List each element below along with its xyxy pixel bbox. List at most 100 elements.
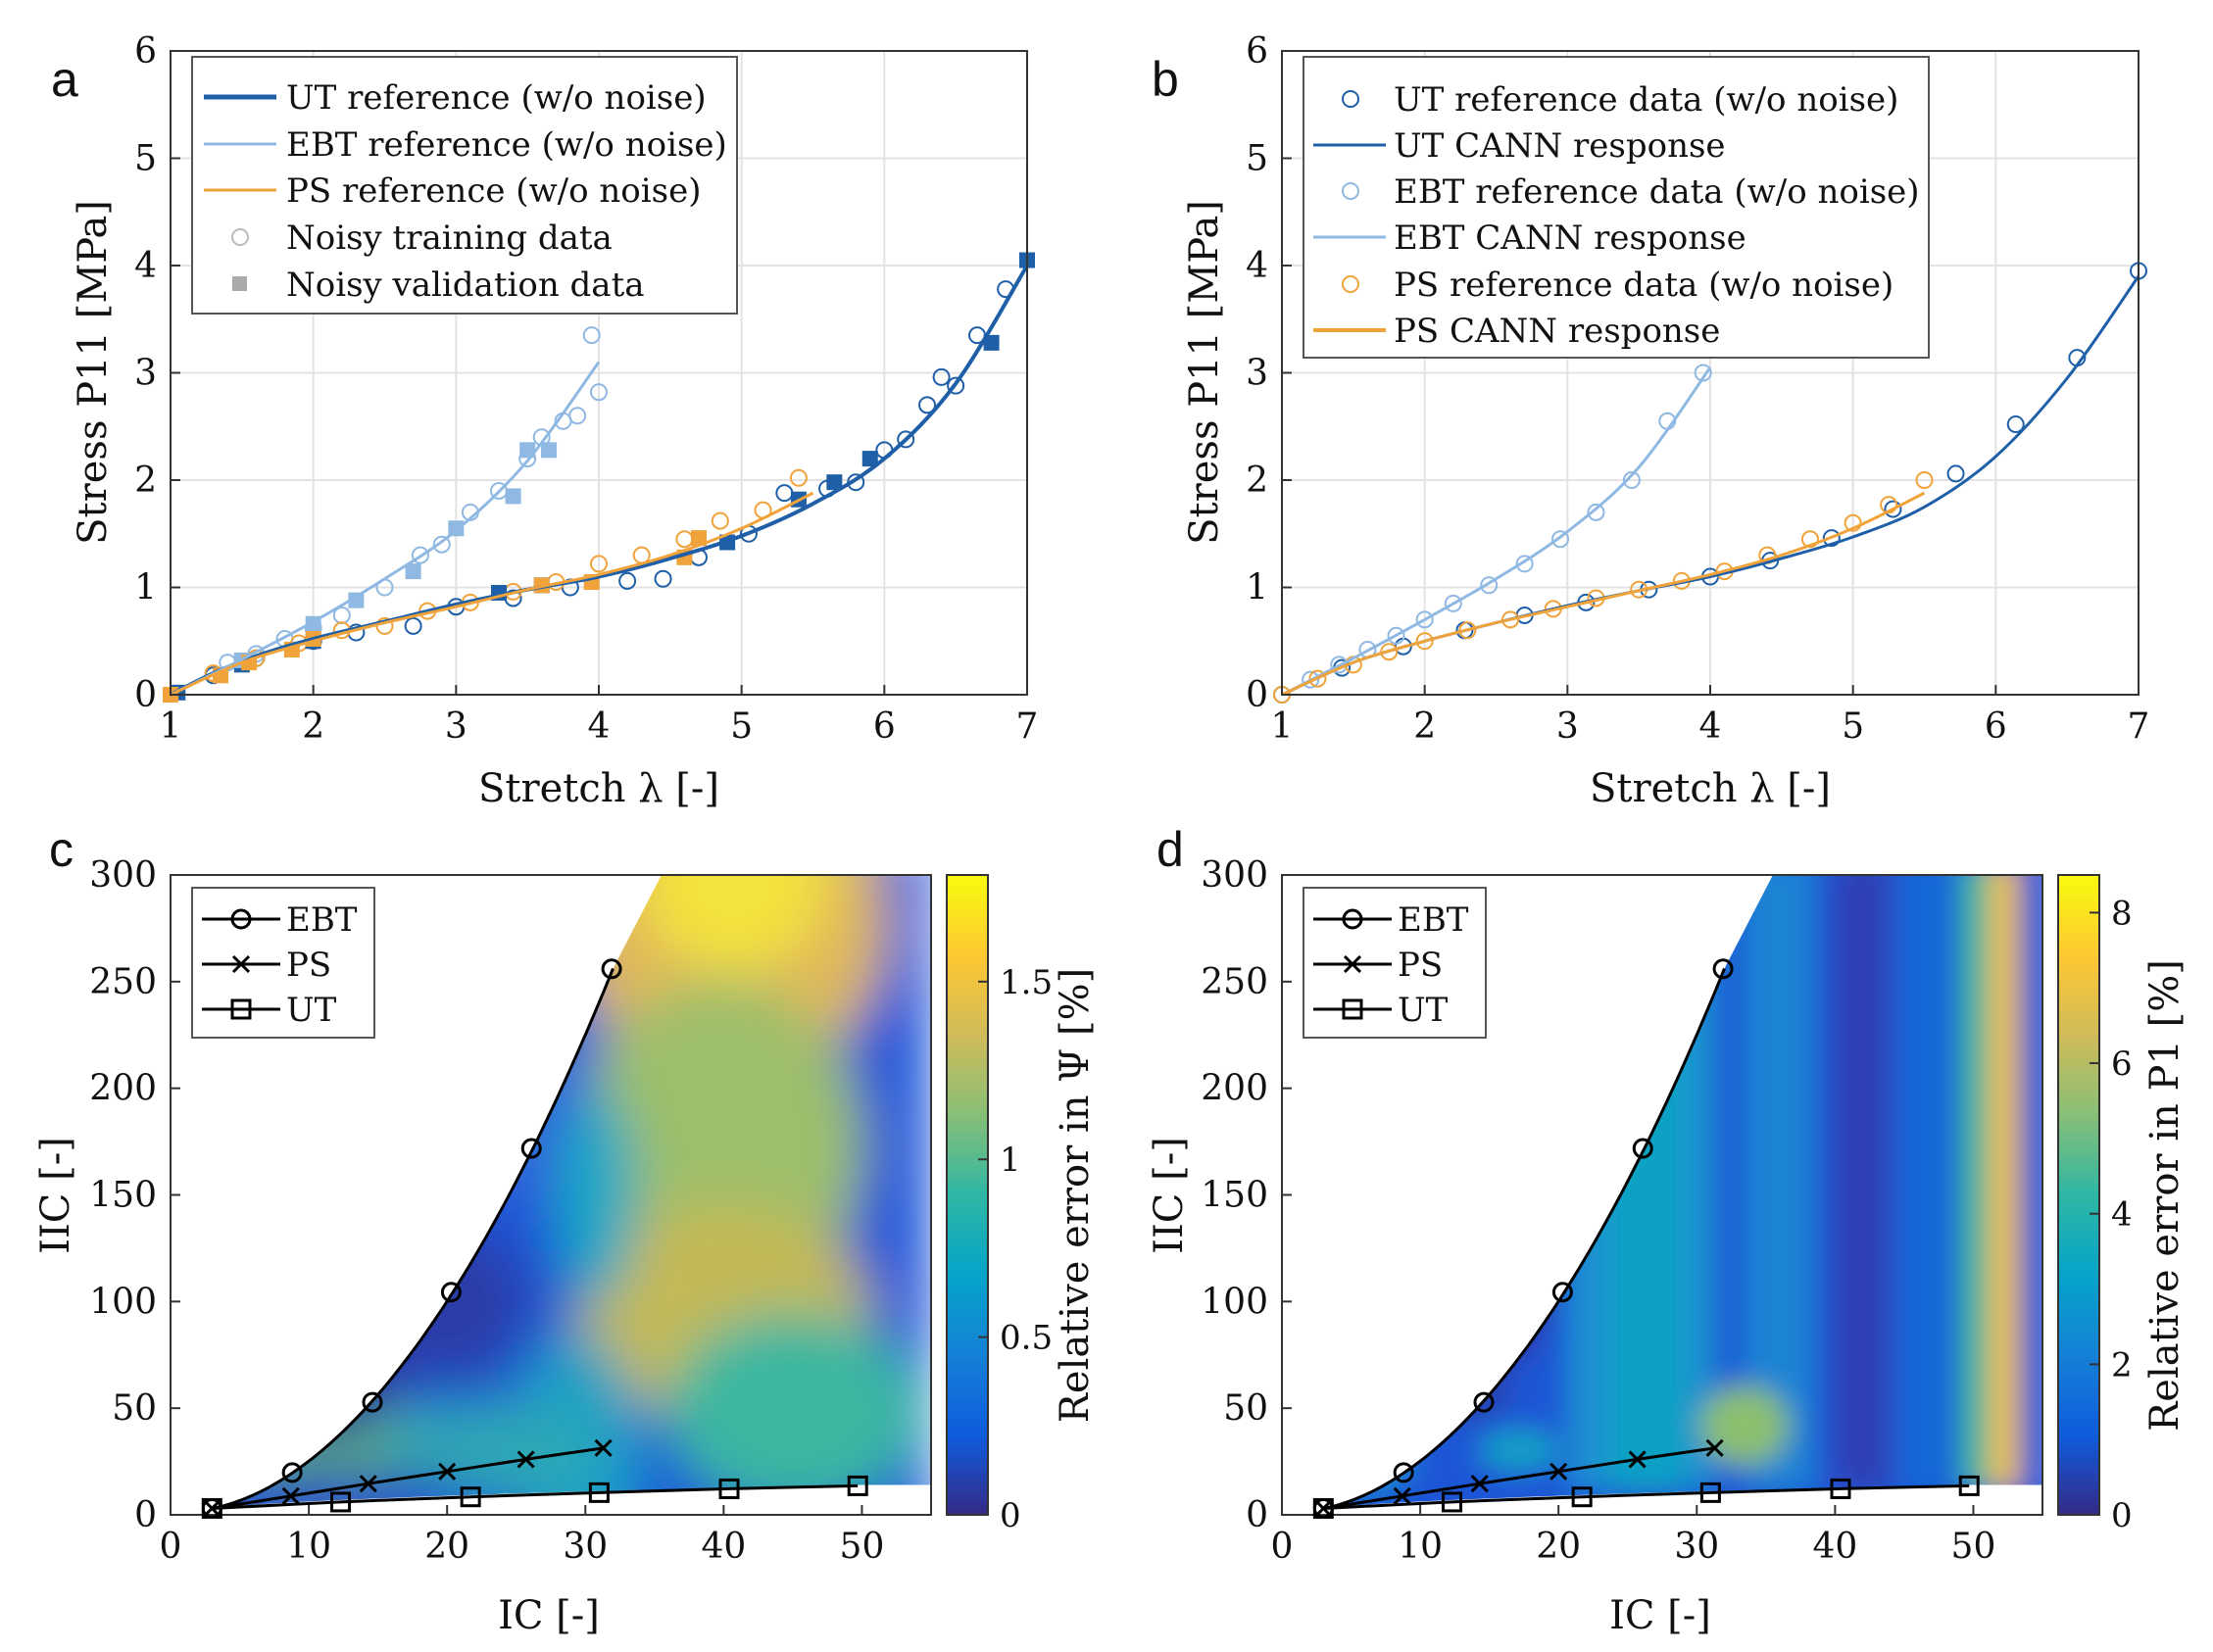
legend-b-4: PS reference data (w/o noise) bbox=[1394, 266, 1893, 305]
legend-a-0: UT reference (w/o noise) bbox=[286, 78, 707, 118]
data-point-circle bbox=[1480, 576, 1499, 595]
data-point-circle bbox=[789, 468, 808, 487]
loadpath-marker-x bbox=[594, 1438, 613, 1457]
loadpath-marker-circle bbox=[362, 1391, 383, 1413]
xtick-label: 2 bbox=[302, 706, 324, 747]
loadpath-marker-circle bbox=[520, 1138, 542, 1159]
ytick-label: 100 bbox=[1201, 1282, 1268, 1322]
data-point-circle bbox=[1387, 626, 1405, 645]
loadpath-marker-x bbox=[1470, 1475, 1489, 1493]
ytick-label: 4 bbox=[1246, 246, 1268, 286]
loadpath-marker-x bbox=[203, 1499, 221, 1518]
xtick-label: 6 bbox=[1985, 706, 2007, 747]
data-point-square bbox=[348, 592, 365, 608]
data-point-circle bbox=[411, 546, 429, 564]
xtick-label: 30 bbox=[563, 1527, 608, 1567]
xtick-label: 50 bbox=[1951, 1527, 1996, 1567]
ytick-label: 50 bbox=[112, 1388, 157, 1429]
ytick-label: 50 bbox=[1223, 1388, 1268, 1429]
ytick-label: 5 bbox=[1246, 139, 1268, 179]
panel-b-plot-area bbox=[1273, 262, 2147, 704]
panel-d-xlabel: IC [-] bbox=[1609, 1593, 1711, 1638]
panel-a-legend: UT reference (w/o noise) EBT reference (… bbox=[191, 56, 738, 315]
panel-c-ylabel: IIC [-] bbox=[33, 1137, 78, 1254]
xtick-label: 10 bbox=[286, 1527, 331, 1567]
panel-c-letter: c bbox=[49, 822, 74, 877]
ytick-label: 1 bbox=[1246, 568, 1268, 608]
xtick-label: 20 bbox=[424, 1527, 469, 1567]
data-point-circle bbox=[775, 484, 794, 503]
data-point-circle bbox=[590, 555, 608, 573]
loadpath-marker-x bbox=[1549, 1462, 1568, 1481]
panel-b-ylabel: Stress P11 [MPa] bbox=[1182, 200, 1227, 545]
series-line bbox=[170, 491, 814, 697]
xtick-label: 40 bbox=[701, 1527, 746, 1567]
loadpath-marker-x bbox=[1705, 1438, 1724, 1457]
panel-d-colorbar: 0 2 4 6 8 Relative error in P1 [%] bbox=[2057, 874, 2188, 1535]
legend-d-ps-marker bbox=[1343, 954, 1362, 974]
data-point-circle bbox=[1515, 555, 1534, 573]
panel-d-yticks: 0 50 100 150 200 250 300 bbox=[1201, 855, 1292, 1535]
legend-a-1: EBT reference (w/o noise) bbox=[286, 125, 727, 165]
data-point-square bbox=[541, 442, 558, 459]
xtick-label: 0 bbox=[160, 1527, 182, 1567]
legend-ebt-data-swatch bbox=[1342, 182, 1359, 200]
panel-c-colorbar-gradient bbox=[946, 874, 989, 1516]
panel-d-colorbar-ticks: 0 2 4 6 8 bbox=[2090, 894, 2133, 1535]
xtick-label: 6 bbox=[873, 706, 896, 747]
data-point-circle bbox=[582, 326, 601, 345]
panel-b-xlabel: Stretch λ [-] bbox=[1590, 766, 1831, 811]
panel-c-loadpaths bbox=[201, 958, 868, 1519]
colorbar-tick-label: 0 bbox=[2111, 1496, 2133, 1535]
legend-c-2: UT bbox=[286, 991, 337, 1030]
legend-c-ps-marker bbox=[231, 954, 251, 974]
legend-b-2: EBT reference data (w/o noise) bbox=[1394, 172, 1920, 212]
ytick-label: 150 bbox=[89, 1176, 157, 1216]
data-point-circle bbox=[568, 407, 587, 425]
colorbar-tick-label: 2 bbox=[2111, 1345, 2133, 1385]
data-point-circle bbox=[1946, 464, 1965, 483]
loadpath-marker-square bbox=[1830, 1478, 1851, 1499]
panel-a-xlabel: Stretch λ [-] bbox=[478, 766, 719, 811]
legend-a-2: PS reference (w/o noise) bbox=[286, 171, 701, 211]
panel-c-xticks: 0 10 20 30 40 50 bbox=[160, 1505, 885, 1567]
loadpath-ut-line bbox=[212, 1483, 859, 1510]
panel-a-plot-area bbox=[163, 252, 1035, 703]
panel-a-legend-box bbox=[191, 56, 738, 315]
data-point-square bbox=[505, 488, 521, 505]
data-point-square bbox=[983, 334, 1000, 351]
ytick-label: 200 bbox=[1201, 1069, 1268, 1109]
loadpath-marker-square bbox=[201, 1497, 222, 1519]
xtick-label: 5 bbox=[730, 706, 753, 747]
legend-d-2: UT bbox=[1398, 991, 1449, 1030]
xtick-label: 1 bbox=[1271, 706, 1294, 747]
ytick-label: 250 bbox=[1201, 962, 1268, 1002]
ytick-label: 0 bbox=[134, 675, 157, 715]
panel-c-yticks: 0 50 100 150 200 250 300 bbox=[89, 855, 180, 1535]
loadpath-ut-line bbox=[1323, 1483, 1970, 1510]
data-point-circle bbox=[1551, 530, 1570, 549]
panel-b-letter: b bbox=[1152, 52, 1179, 107]
loadpath-marker-circle bbox=[1473, 1391, 1495, 1413]
data-point-circle bbox=[1444, 594, 1462, 612]
panel-b-yticks: 0 1 2 3 4 5 6 bbox=[1246, 31, 1292, 715]
xtick-label: 50 bbox=[840, 1527, 885, 1567]
ytick-label: 3 bbox=[1246, 354, 1268, 394]
legend-a-3: Noisy training data bbox=[286, 219, 613, 258]
legend-d-0: EBT bbox=[1398, 900, 1469, 940]
data-point-circle bbox=[618, 571, 637, 590]
data-point-circle bbox=[1302, 670, 1320, 689]
data-point-circle bbox=[1587, 503, 1605, 521]
ytick-label: 300 bbox=[1201, 855, 1268, 896]
panel-a-ylabel: Stress P11 [MPa] bbox=[71, 200, 116, 545]
data-point-circle bbox=[1501, 610, 1520, 629]
data-point-circle bbox=[2006, 415, 2025, 434]
loadpath-marker-square bbox=[1699, 1482, 1721, 1503]
series-line bbox=[170, 361, 601, 697]
panel-b-legend: UT reference data (w/o noise) UT CANN re… bbox=[1303, 56, 1930, 359]
loadpath-marker-square bbox=[330, 1491, 352, 1513]
legend-ut-data-swatch bbox=[1342, 90, 1359, 108]
